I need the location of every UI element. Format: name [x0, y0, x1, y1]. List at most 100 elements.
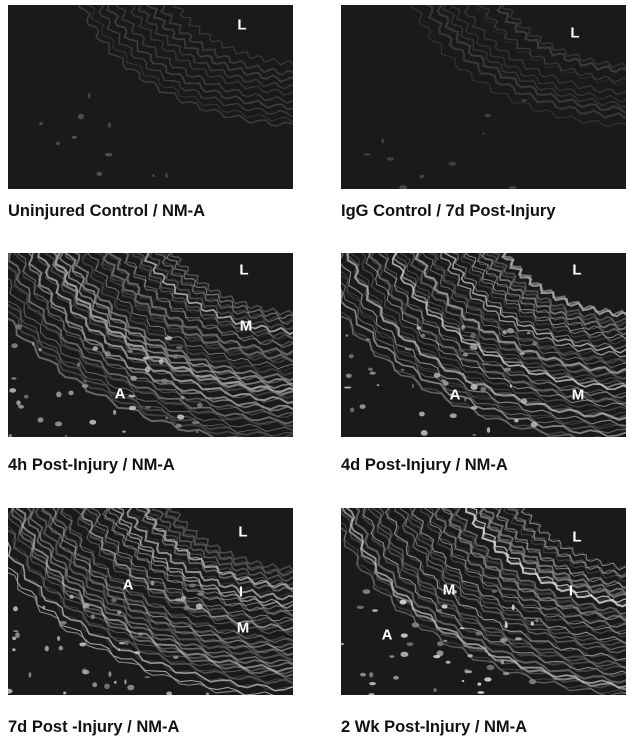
fibre: [11, 508, 293, 678]
cell-speck: [31, 341, 35, 346]
cell-speck: [499, 637, 508, 643]
cell-speck: [393, 675, 399, 680]
micrograph-uninjured-control: L: [8, 5, 293, 189]
cell-speck: [510, 384, 512, 388]
cell-speck: [477, 682, 482, 686]
panel-caption: 4h Post-Injury / NM-A: [8, 456, 175, 474]
cell-speck: [63, 691, 67, 695]
fibre: [391, 253, 626, 391]
fibre: [79, 508, 293, 634]
cell-speck: [9, 388, 17, 393]
cell-speck: [13, 606, 18, 612]
cell-speck: [369, 371, 376, 375]
fibre: [491, 253, 626, 324]
fibre: [479, 508, 626, 599]
fibre: [80, 508, 293, 632]
cell-speck: [500, 659, 505, 665]
cell-speck: [134, 651, 141, 655]
fibre: [478, 508, 626, 597]
cell-speck: [122, 430, 126, 433]
cell-speck: [343, 386, 352, 389]
fibre: [60, 508, 293, 643]
adventitia-label: A: [114, 385, 126, 403]
micrograph-7d-post-injury: L I A M: [8, 508, 293, 695]
fibre: [492, 508, 626, 590]
fibre: [8, 253, 293, 428]
cell-speck: [15, 632, 20, 638]
media-label: M: [571, 386, 585, 404]
fibre: [165, 253, 293, 320]
cell-speck: [532, 341, 538, 346]
fibre: [147, 508, 293, 586]
cell-speck: [484, 113, 491, 118]
fibre: [341, 311, 602, 437]
cell-speck: [69, 594, 74, 599]
cell-speck: [165, 172, 168, 179]
cell-speck: [16, 400, 21, 406]
lumen-label: L: [570, 24, 580, 42]
panel-caption: 4d Post-Injury / NM-A: [341, 456, 508, 474]
cell-speck: [362, 589, 371, 594]
cell-speck: [92, 346, 99, 351]
cell-speck: [436, 650, 444, 657]
cell-speck: [18, 404, 24, 409]
lumen-label: L: [238, 523, 248, 541]
cell-speck: [503, 367, 512, 371]
fibre: [411, 508, 626, 644]
cell-speck: [459, 627, 465, 630]
fibre: [371, 508, 626, 669]
cell-speck: [28, 672, 32, 678]
fibre: [369, 253, 626, 405]
cell-speck: [502, 330, 507, 335]
cell-speck: [345, 334, 349, 337]
fibre: [440, 508, 626, 621]
fibre: [58, 253, 293, 390]
cell-speck: [521, 99, 528, 102]
cell-speck: [118, 648, 121, 651]
cell-speck: [173, 655, 179, 659]
cell-speck: [448, 161, 456, 166]
fibre: [170, 253, 293, 316]
cell-speck: [341, 642, 344, 646]
cell-speck: [506, 328, 514, 334]
cell-speck: [369, 682, 376, 686]
cell-speck: [159, 358, 164, 365]
fibre: [485, 253, 626, 328]
cell-speck: [530, 621, 534, 626]
cell-speck: [113, 409, 117, 415]
cell-speck: [124, 640, 129, 645]
cell-speck: [38, 347, 42, 352]
cell-speck: [42, 605, 46, 609]
cell-speck: [77, 113, 84, 120]
fibre: [147, 253, 293, 331]
cell-speck: [520, 398, 528, 404]
fibre: [341, 521, 626, 694]
cell-speck: [130, 375, 137, 381]
cell-speck: [530, 421, 538, 428]
fibre: [465, 253, 626, 340]
fibre: [8, 310, 271, 437]
cell-speck: [13, 630, 19, 633]
tissue-image: [341, 508, 626, 695]
cell-speck: [56, 141, 61, 146]
fibre: [85, 508, 293, 626]
cell-speck: [400, 651, 409, 657]
cell-speck: [150, 580, 155, 586]
cell-speck: [180, 595, 186, 602]
fibre: [84, 253, 293, 372]
fibre: [27, 253, 293, 412]
cell-speck: [421, 333, 426, 338]
fibre: [155, 253, 293, 325]
cell-speck: [350, 407, 355, 413]
cell-speck: [83, 380, 87, 383]
fibre: [87, 253, 293, 370]
cell-speck: [433, 654, 441, 659]
cell-speck: [508, 185, 517, 189]
cell-speck: [406, 642, 414, 647]
fibre: [41, 508, 293, 657]
cell-speck: [12, 648, 16, 652]
cell-speck: [420, 430, 428, 436]
cell-speck: [504, 623, 508, 629]
fibre: [110, 253, 293, 356]
fibre: [520, 508, 626, 571]
